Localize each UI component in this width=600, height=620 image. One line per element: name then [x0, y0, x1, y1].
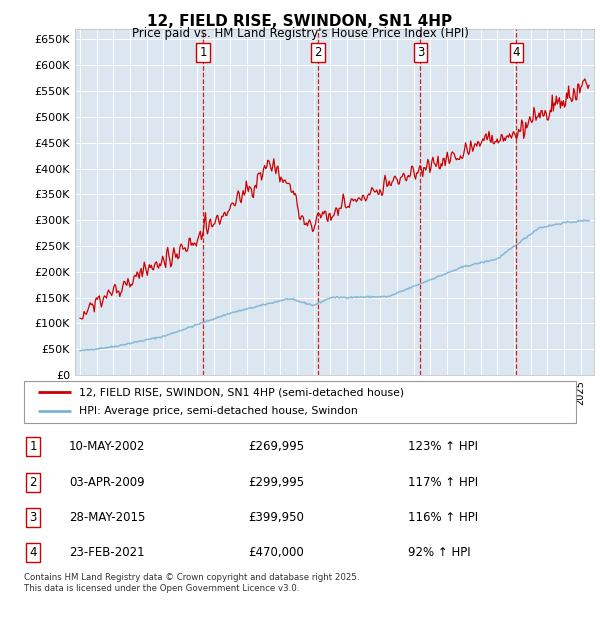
Text: 2: 2 [314, 46, 322, 59]
Text: 1: 1 [199, 46, 207, 59]
Text: 3: 3 [417, 46, 424, 59]
Text: 10-MAY-2002: 10-MAY-2002 [69, 440, 145, 453]
Text: £470,000: £470,000 [248, 546, 304, 559]
Text: 23-FEB-2021: 23-FEB-2021 [69, 546, 145, 559]
Text: Contains HM Land Registry data © Crown copyright and database right 2025.
This d: Contains HM Land Registry data © Crown c… [24, 574, 359, 593]
Text: 117% ↑ HPI: 117% ↑ HPI [408, 476, 478, 489]
Text: 92% ↑ HPI: 92% ↑ HPI [408, 546, 470, 559]
Text: £269,995: £269,995 [248, 440, 304, 453]
Text: 2: 2 [29, 476, 37, 489]
Text: 1: 1 [29, 440, 37, 453]
Text: 4: 4 [29, 546, 37, 559]
Text: 123% ↑ HPI: 123% ↑ HPI [408, 440, 478, 453]
Text: 3: 3 [29, 511, 37, 524]
Text: 03-APR-2009: 03-APR-2009 [69, 476, 145, 489]
Text: £399,950: £399,950 [248, 511, 304, 524]
Text: Price paid vs. HM Land Registry's House Price Index (HPI): Price paid vs. HM Land Registry's House … [131, 27, 469, 40]
Text: 28-MAY-2015: 28-MAY-2015 [69, 511, 145, 524]
Text: £299,995: £299,995 [248, 476, 304, 489]
FancyBboxPatch shape [24, 381, 576, 423]
Text: 116% ↑ HPI: 116% ↑ HPI [408, 511, 478, 524]
Text: 12, FIELD RISE, SWINDON, SN1 4HP: 12, FIELD RISE, SWINDON, SN1 4HP [148, 14, 452, 29]
Text: HPI: Average price, semi-detached house, Swindon: HPI: Average price, semi-detached house,… [79, 407, 358, 417]
Text: 12, FIELD RISE, SWINDON, SN1 4HP (semi-detached house): 12, FIELD RISE, SWINDON, SN1 4HP (semi-d… [79, 387, 404, 397]
Text: 4: 4 [512, 46, 520, 59]
